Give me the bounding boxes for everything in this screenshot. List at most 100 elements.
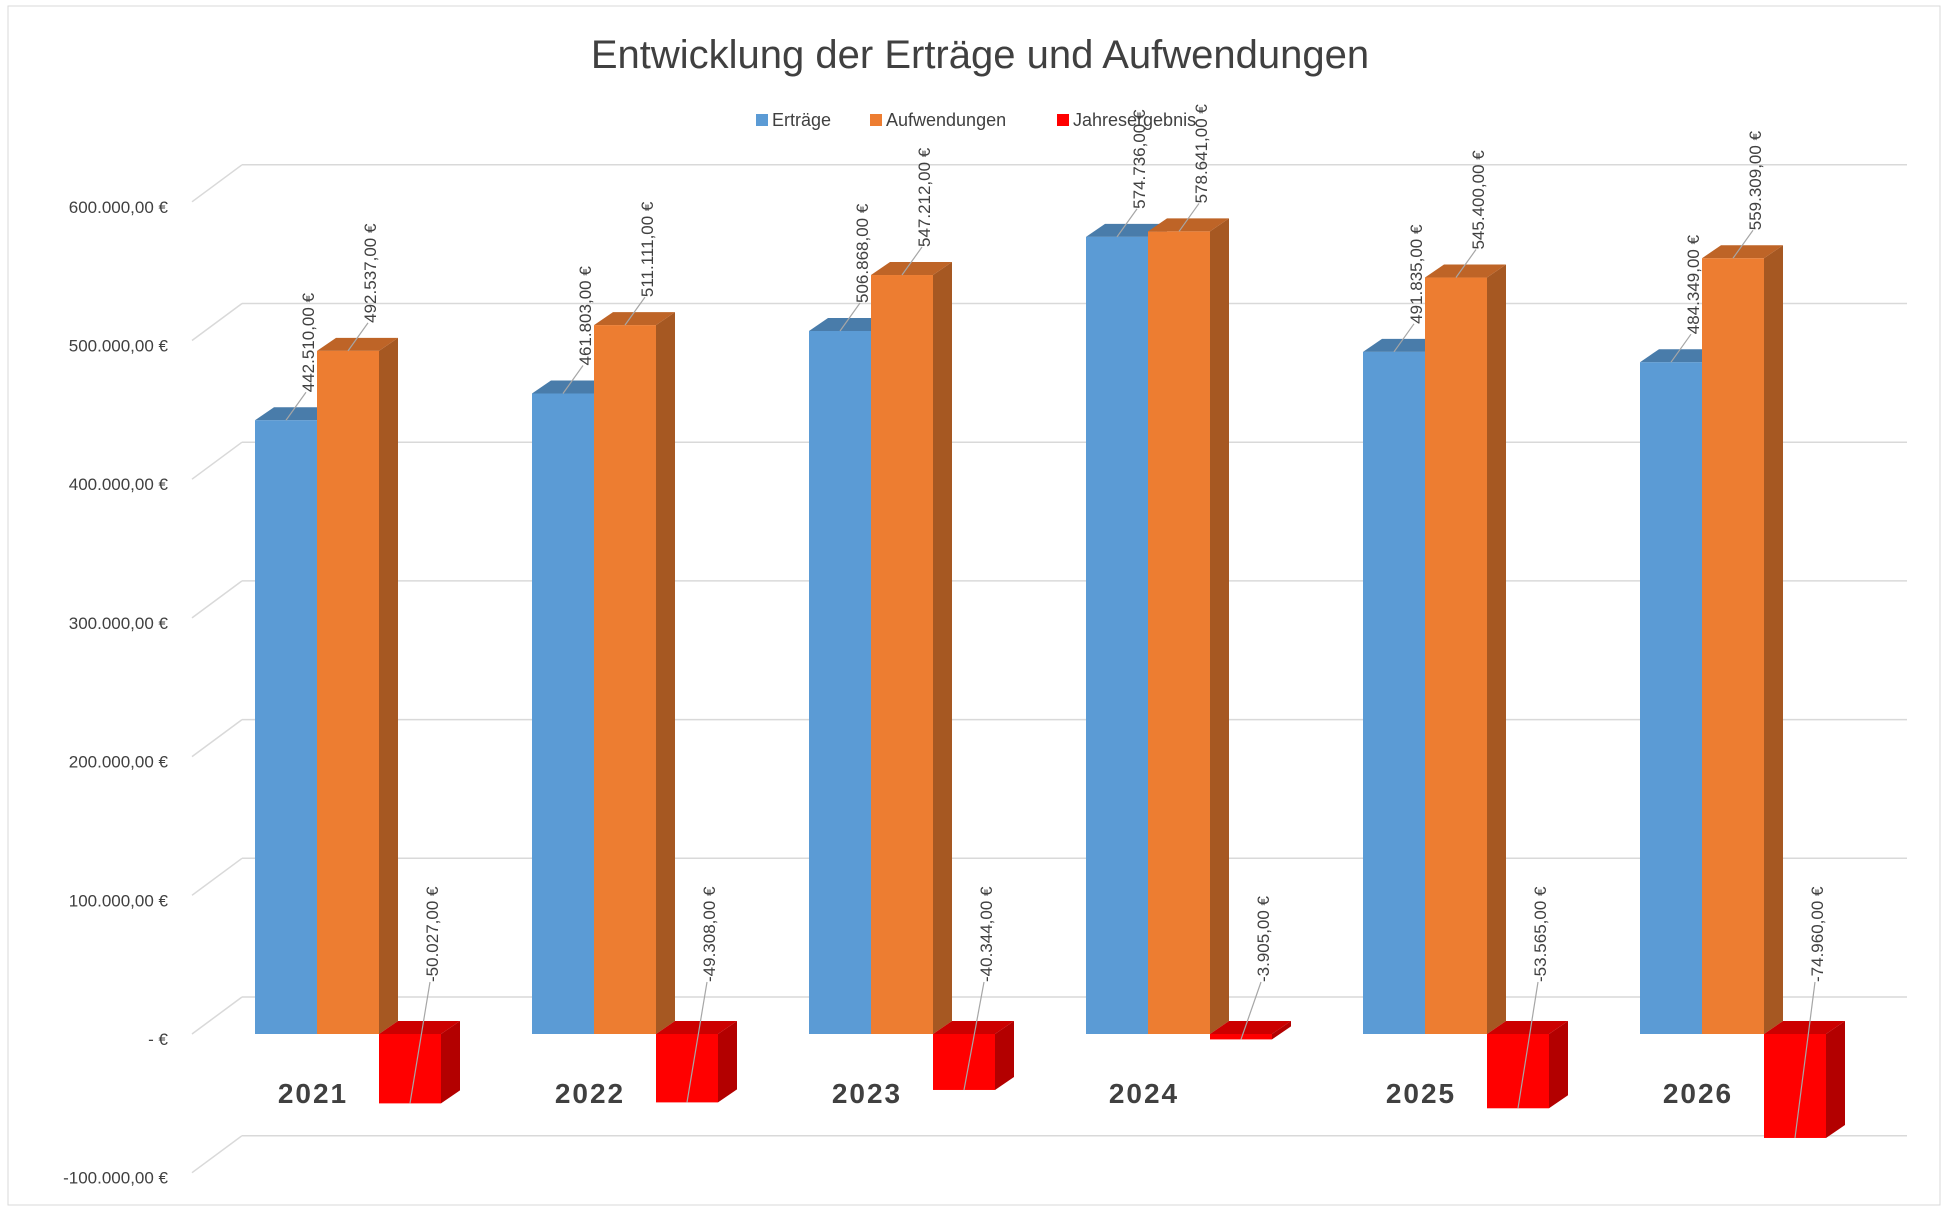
label-leader bbox=[1455, 249, 1477, 278]
chart-title: Entwicklung der Erträge und Aufwendungen bbox=[591, 33, 1369, 77]
label-leader bbox=[1116, 208, 1138, 238]
bar-top bbox=[255, 407, 336, 421]
bar-side bbox=[1549, 1021, 1568, 1109]
bar-top bbox=[1487, 1021, 1568, 1034]
bar-top bbox=[1640, 349, 1721, 363]
bar-top bbox=[1764, 1021, 1845, 1034]
bar bbox=[1702, 258, 1764, 1034]
data-label: 574.736,00 € bbox=[1130, 109, 1149, 209]
bar bbox=[1148, 231, 1210, 1034]
bar-top bbox=[532, 380, 613, 394]
bar-top bbox=[379, 1021, 460, 1034]
x-tick-label: 2025 bbox=[1386, 1078, 1456, 1109]
label-leader bbox=[562, 365, 584, 394]
bar-side bbox=[379, 337, 398, 1034]
data-label: -50.027,00 € bbox=[423, 886, 442, 982]
bar-top bbox=[871, 262, 952, 276]
grid-line bbox=[191, 302, 243, 342]
bar-top bbox=[1363, 338, 1444, 352]
x-tick-label: 2024 bbox=[1109, 1078, 1179, 1109]
bar-top bbox=[656, 1021, 737, 1034]
label-leader bbox=[686, 981, 708, 1103]
data-label: 511.111,00 € bbox=[638, 201, 657, 297]
x-tick-label: 2021 bbox=[278, 1078, 348, 1109]
label-leader bbox=[1240, 981, 1262, 1040]
data-label: 492.537,00 € bbox=[361, 223, 380, 323]
data-label: 484.349,00 € bbox=[1684, 234, 1703, 334]
bar-top bbox=[1086, 223, 1167, 237]
y-tick-label: 100.000,00 € bbox=[69, 891, 169, 910]
bar bbox=[1425, 277, 1487, 1034]
data-label: 578.641,00 € bbox=[1192, 104, 1211, 204]
bar-3d bbox=[871, 262, 952, 1034]
label-leader bbox=[409, 981, 431, 1104]
bar-3d bbox=[1702, 245, 1783, 1035]
bar-top bbox=[1210, 1021, 1291, 1034]
legend-label: Jahresergebnis bbox=[1073, 110, 1196, 130]
label-leader bbox=[1794, 981, 1816, 1139]
bar-side bbox=[441, 1021, 460, 1104]
label-leader bbox=[1670, 333, 1692, 363]
bar bbox=[809, 330, 871, 1034]
bar bbox=[1363, 351, 1425, 1035]
y-tick-label: 500.000,00 € bbox=[69, 337, 169, 356]
bar-top bbox=[594, 312, 675, 326]
data-label: 559.309,00 € bbox=[1746, 130, 1765, 230]
label-leader bbox=[1393, 323, 1415, 353]
bar-3d bbox=[1148, 218, 1229, 1034]
label-leader bbox=[1732, 229, 1754, 259]
grid-line bbox=[191, 996, 243, 1035]
bar-side bbox=[718, 1021, 737, 1103]
legend-swatch bbox=[1057, 114, 1069, 126]
bar bbox=[656, 1034, 718, 1103]
label-leader bbox=[963, 981, 985, 1091]
bar bbox=[1086, 236, 1148, 1034]
bar-side bbox=[995, 1021, 1014, 1090]
legend-label: Erträge bbox=[772, 110, 831, 130]
bar-3d bbox=[317, 337, 398, 1034]
bar-3d bbox=[1425, 264, 1506, 1034]
bar-side bbox=[1487, 264, 1506, 1034]
data-label: 491.835,00 € bbox=[1407, 224, 1426, 324]
grid-line bbox=[191, 164, 243, 203]
bar bbox=[379, 1034, 441, 1104]
bar-top bbox=[1702, 245, 1783, 259]
bar bbox=[594, 325, 656, 1034]
bar bbox=[317, 350, 379, 1034]
data-label: 547.212,00 € bbox=[915, 147, 934, 247]
data-label: 506.868,00 € bbox=[853, 203, 872, 303]
x-tick-label: 2022 bbox=[555, 1078, 625, 1109]
bar-3d bbox=[1487, 1021, 1568, 1109]
bar-3d bbox=[656, 1021, 737, 1103]
y-tick-label: 200.000,00 € bbox=[69, 753, 169, 772]
bar bbox=[532, 393, 594, 1034]
legend-label: Aufwendungen bbox=[886, 110, 1006, 130]
grid-line bbox=[191, 718, 243, 758]
y-tick-label: 400.000,00 € bbox=[69, 475, 169, 494]
bar-side bbox=[656, 312, 675, 1034]
bar-side bbox=[1826, 1021, 1845, 1138]
y-tick-label: - € bbox=[148, 1030, 168, 1049]
bar-top bbox=[317, 337, 398, 351]
grid-line bbox=[191, 580, 243, 619]
bar-3d bbox=[1764, 1021, 1845, 1138]
label-leader bbox=[1178, 203, 1200, 232]
grid-line bbox=[191, 857, 243, 896]
data-label: -40.344,00 € bbox=[977, 886, 996, 982]
bar bbox=[871, 275, 933, 1034]
bar bbox=[933, 1034, 995, 1090]
bar bbox=[1764, 1034, 1826, 1138]
data-label: 545.400,00 € bbox=[1469, 150, 1488, 250]
bar-side bbox=[1272, 1021, 1291, 1040]
bar-side bbox=[1210, 218, 1229, 1034]
data-label: -3.905,00 € bbox=[1254, 895, 1273, 982]
bar-top bbox=[1425, 264, 1506, 278]
data-label: -49.308,00 € bbox=[700, 886, 719, 982]
bar-3d bbox=[933, 1021, 1014, 1090]
bar bbox=[255, 420, 317, 1034]
bar bbox=[1210, 1034, 1272, 1040]
bar bbox=[1487, 1034, 1549, 1109]
x-tick-label: 2023 bbox=[832, 1078, 902, 1109]
bar-top bbox=[809, 317, 890, 331]
